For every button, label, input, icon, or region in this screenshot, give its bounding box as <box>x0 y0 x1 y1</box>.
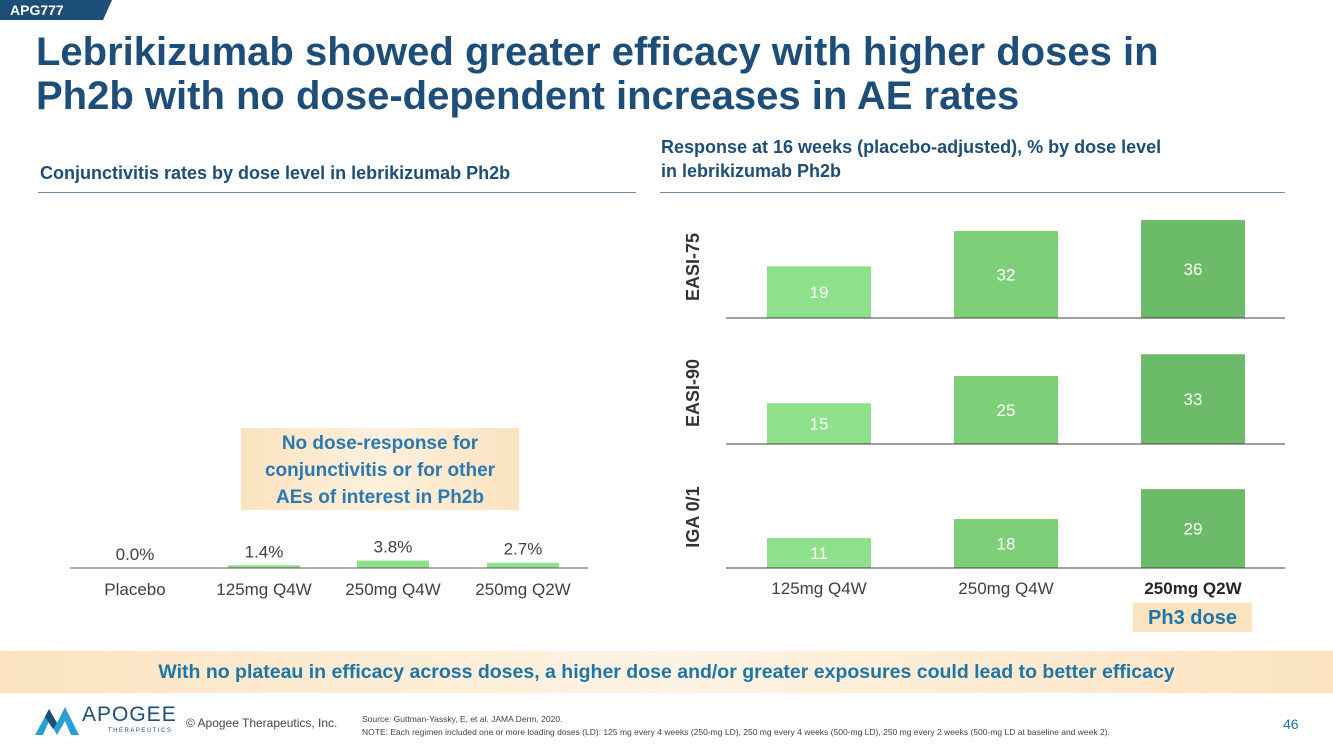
bar-value-label: 3.8% <box>374 538 413 557</box>
ph3-dose-badge: Ph3 dose <box>1133 603 1252 632</box>
bar-4 <box>487 562 559 568</box>
logo-subtext: THERAPEUTICS <box>108 728 173 734</box>
series-label: EASI-75 <box>683 233 703 301</box>
category-label: 125mg Q4W <box>771 579 866 598</box>
callout-line-2: conjunctivitis or for other <box>264 460 496 481</box>
bar-2 <box>954 519 1058 568</box>
bar-value-label: 32 <box>997 265 1016 284</box>
page-title: Lebrikizumab showed greater efficacy wit… <box>36 30 1306 118</box>
bar-1 <box>767 403 871 444</box>
regimen-note: NOTE: Each regimen included one or more … <box>362 727 1110 737</box>
dose-response-callout: No dose-response for conjunctivitis or f… <box>241 428 519 510</box>
left-subtitle-rule <box>38 192 636 193</box>
deck-tag: APG777 <box>0 0 112 20</box>
bar-value-label: 33 <box>1184 390 1203 409</box>
conjunctivitis-chart: 0.0% Placebo 1.4% 125mg Q4W 3.8% 250mg Q4W 2.7… <box>70 538 588 599</box>
copyright: © Apogee Therapeutics, Inc. <box>186 716 338 730</box>
footnote: Source: Guttman-Yassky, E, et al. JAMA D… <box>362 713 1110 739</box>
right-chart-subtitle: Response at 16 weeks (placebo-adjusted),… <box>661 135 1161 183</box>
bar-value-label: 0.0% <box>116 545 155 564</box>
category-label: 125mg Q4W <box>216 580 311 599</box>
category-label: Placebo <box>104 580 165 599</box>
series-label: IGA 0/1 <box>683 486 703 547</box>
bar-value-label: 15 <box>810 415 829 434</box>
category-label: 250mg Q2W <box>475 580 570 599</box>
bar-value-label: 11 <box>810 544 828 563</box>
bar-3 <box>1141 220 1245 318</box>
bar-2 <box>954 230 1058 318</box>
title-line-1: Lebrikizumab showed greater efficacy wit… <box>36 30 1159 74</box>
left-chart-subtitle: Conjunctivitis rates by dose level in le… <box>40 163 511 183</box>
right-subtitle-rule <box>660 192 1285 193</box>
source-note: Source: Guttman-Yassky, E, et al. JAMA D… <box>362 714 563 724</box>
bar-value-label: 36 <box>1184 260 1203 279</box>
callout-line-1: No dose-response for <box>281 433 479 454</box>
bar-value-label: 29 <box>1184 520 1203 539</box>
efficacy-chart: 19 32 36 EASI-75 15 25 33 EASI-90 11 18 29 IGA 0/1 1… <box>683 220 1285 598</box>
category-label: 250mg Q4W <box>345 580 440 599</box>
bar-1 <box>767 266 871 318</box>
bar-value-label: 19 <box>810 283 829 302</box>
bar-3 <box>1141 354 1245 444</box>
bar-2 <box>954 376 1058 444</box>
bar-value-label: 2.7% <box>504 540 543 559</box>
logo-wordmark: APOGEE <box>82 703 177 726</box>
category-label: 250mg Q4W <box>958 579 1053 598</box>
conclusion-banner: With no plateau in efficacy across doses… <box>0 651 1333 693</box>
bar-2 <box>228 565 300 568</box>
right-subtitle-line-2: in lebrikizumab Ph2b <box>661 161 842 181</box>
bar-value-label: 18 <box>997 535 1016 554</box>
title-line-2: Ph2b with no dose-dependent increases in… <box>36 74 1020 118</box>
page-number: 46 <box>1283 716 1299 732</box>
bar-3 <box>357 560 429 568</box>
right-subtitle-line-1: Response at 16 weeks (placebo-adjusted),… <box>661 137 1162 157</box>
bar-3 <box>1141 489 1245 568</box>
series-label: EASI-90 <box>683 359 703 427</box>
bar-value-label: 1.4% <box>245 542 284 561</box>
apogee-logo-icon <box>35 707 79 735</box>
bar-1 <box>767 538 871 568</box>
bar-value-label: 25 <box>997 401 1016 420</box>
callout-line-3: AEs of interest in Ph2b <box>276 487 484 508</box>
category-label: 250mg Q2W <box>1144 579 1242 598</box>
